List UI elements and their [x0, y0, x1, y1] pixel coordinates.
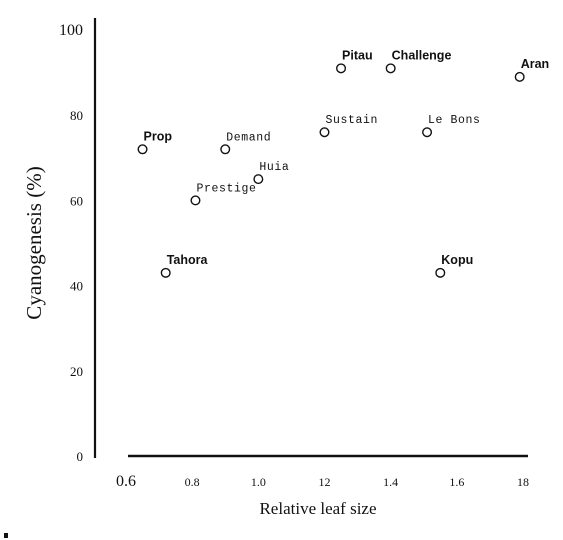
data-point [253, 174, 264, 185]
point-label: Challenge [392, 48, 452, 62]
x-tick-label: 1.0 [251, 475, 266, 489]
data-points [137, 63, 525, 278]
y-tick-label: 80 [70, 108, 83, 123]
y-tick-label: 20 [70, 364, 83, 379]
y-tick-label: 60 [70, 193, 83, 208]
data-point [319, 127, 330, 138]
data-point [385, 63, 396, 74]
x-tick-label: 1.6 [449, 475, 464, 489]
y-tick-label: 100 [59, 22, 83, 39]
y-tick-label: 40 [70, 279, 83, 294]
y-axis-title: Cyanogenesis (%) [22, 166, 46, 319]
point-label: Huia [259, 161, 289, 174]
y-tick-labels: 0 20 40 60 80 100 [59, 22, 83, 464]
corner-mark [4, 533, 8, 538]
data-point [220, 144, 231, 155]
point-label: Kopu [441, 253, 473, 267]
x-tick-label: 1.4 [383, 475, 398, 489]
data-point [336, 63, 347, 74]
x-tick-label: 12 [319, 475, 331, 489]
point-label: Demand [226, 131, 271, 144]
point-label: Prop [144, 129, 173, 143]
point-label: Prestige [196, 182, 256, 195]
data-point [137, 144, 148, 155]
point-label: Pitau [342, 48, 373, 62]
y-tick-label: 0 [77, 449, 84, 464]
data-point [190, 195, 201, 206]
point-label: Tahora [167, 253, 209, 267]
x-tick-labels: 0.6 0.8 1.0 12 1.4 1.6 18 [116, 473, 529, 490]
point-label: Le Bons [428, 114, 481, 127]
point-label: Sustain [326, 114, 379, 127]
data-point [422, 127, 433, 138]
point-label: Aran [521, 57, 549, 71]
data-point [514, 71, 525, 82]
data-point [160, 267, 171, 278]
x-axis-title: Relative leaf size [259, 499, 376, 518]
x-tick-label: 0.8 [185, 475, 200, 489]
data-point [435, 267, 446, 278]
x-tick-label: 0.6 [116, 473, 136, 490]
point-labels: Prop Tahora Prestige Demand Huia Sustain Pitau… [144, 48, 550, 266]
x-tick-label: 18 [517, 475, 529, 489]
